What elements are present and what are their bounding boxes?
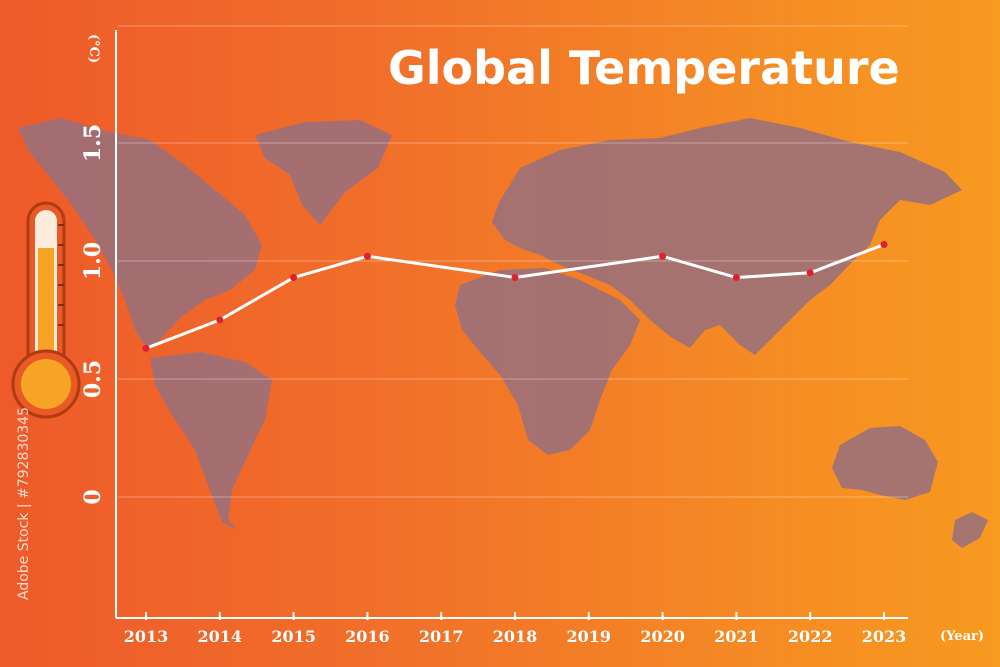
x-tick-label: 2014	[198, 627, 243, 646]
x-tick-label: 2015	[271, 627, 316, 646]
world-map-graphic	[18, 118, 988, 548]
x-tick-label: 2017	[419, 627, 464, 646]
x-tick-label: 2023	[862, 627, 907, 646]
gridlines	[118, 25, 908, 498]
data-point	[142, 344, 150, 352]
greenland-shape	[255, 120, 392, 225]
y-ticks: 0 0.5 1.0 1.5	[80, 124, 106, 505]
x-axis-unit: (Year)	[940, 629, 984, 644]
south-america-shape	[150, 352, 272, 530]
data-point	[290, 274, 298, 282]
data-point	[511, 274, 519, 282]
new-zealand-shape	[952, 512, 988, 548]
thermometer-icon	[11, 201, 81, 419]
data-point	[363, 252, 371, 260]
data-point	[880, 240, 888, 248]
africa-shape	[455, 268, 640, 455]
north-america-shape	[18, 118, 262, 350]
data-point	[659, 252, 667, 260]
x-ticks: 2013 2014 2015 2016 2017 2018 2019 2020 2021 2022…	[124, 612, 907, 646]
x-tick-label: 2016	[345, 627, 390, 646]
y-tick-label: 0.5	[80, 360, 106, 398]
australia-shape	[832, 426, 938, 500]
y-tick-label: 1.0	[80, 242, 106, 280]
y-tick-label: 1.5	[80, 124, 106, 162]
x-tick-label: 2021	[714, 627, 759, 646]
data-point	[732, 274, 740, 282]
side-caption: Adobe Stock | #792830345	[16, 407, 32, 600]
chart-title: Global Temperature	[388, 41, 900, 95]
y-axis-unit: (°C)	[86, 34, 101, 63]
y-tick-label: 0	[80, 489, 106, 504]
x-tick-label: 2020	[640, 627, 685, 646]
europe-asia-shape	[492, 118, 962, 355]
data-point	[216, 316, 224, 324]
series-group	[142, 240, 888, 352]
x-tick-label: 2013	[124, 627, 169, 646]
data-point	[806, 269, 814, 277]
x-tick-label: 2022	[788, 627, 833, 646]
x-tick-label: 2018	[493, 627, 538, 646]
x-tick-label: 2019	[567, 627, 612, 646]
